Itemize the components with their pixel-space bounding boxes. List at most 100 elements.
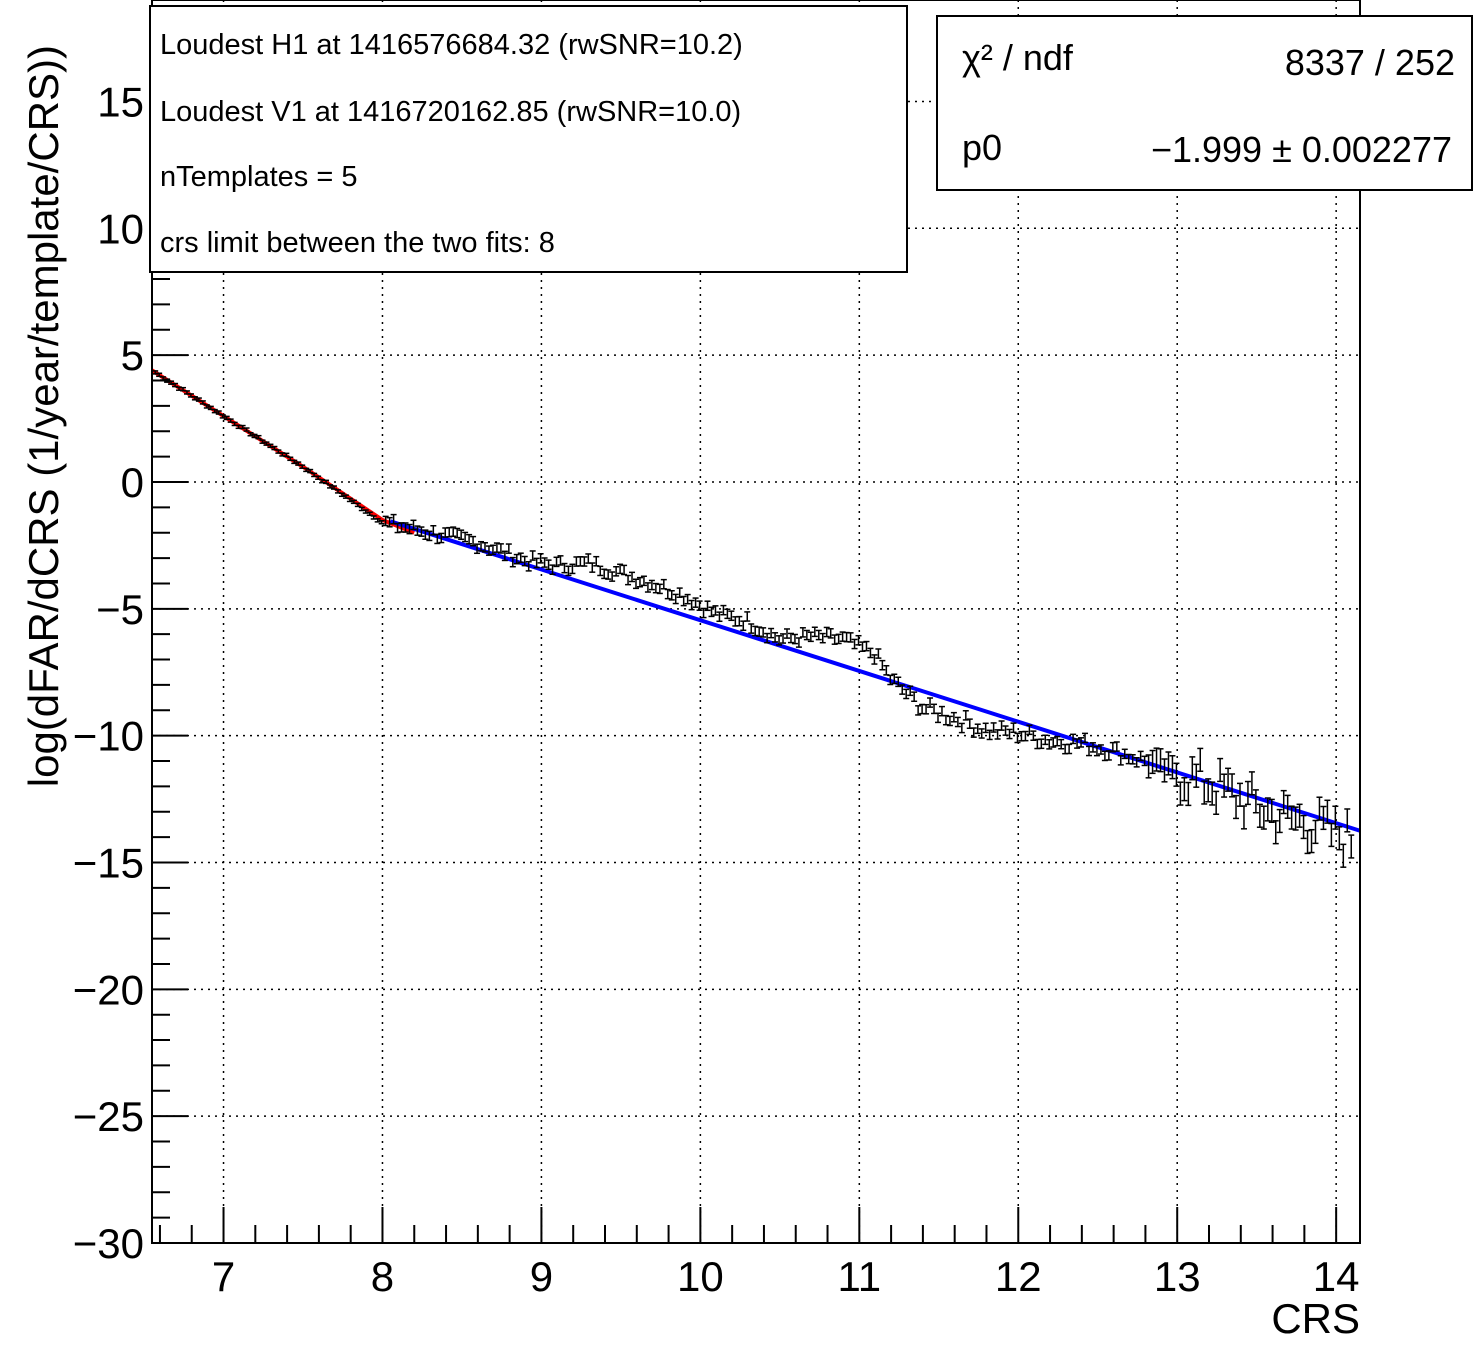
data-point <box>1344 808 1351 833</box>
data-point <box>1205 778 1212 803</box>
data-point <box>764 632 771 644</box>
data-point <box>1288 805 1295 830</box>
data-point <box>1145 754 1152 779</box>
data-point <box>593 555 600 567</box>
data-point <box>493 542 500 553</box>
data-point <box>843 631 850 643</box>
data-point <box>489 544 496 556</box>
data-point <box>1312 819 1319 845</box>
data-point <box>899 684 906 695</box>
data-point <box>629 571 636 583</box>
chi2-label: χ² / ndf <box>962 37 1074 78</box>
data-point <box>597 565 604 577</box>
data-point <box>414 525 421 536</box>
data-point <box>1292 806 1299 831</box>
data-point <box>609 571 616 582</box>
data-point <box>1300 814 1307 840</box>
data-point <box>859 641 866 652</box>
data-point <box>636 576 643 588</box>
data-point <box>362 509 369 514</box>
data-point <box>1050 737 1057 748</box>
data-point <box>323 479 330 485</box>
data-point <box>191 396 198 401</box>
data-point <box>1209 781 1216 806</box>
y-tick-label: −20 <box>73 966 144 1013</box>
data-point <box>708 606 715 618</box>
data-point <box>1046 739 1053 750</box>
data-point <box>1189 756 1196 781</box>
data-point <box>219 414 226 419</box>
data-point <box>656 583 663 595</box>
data-point <box>517 552 524 564</box>
data-point <box>986 729 993 741</box>
data-point <box>1201 780 1208 805</box>
data-point <box>1276 808 1283 834</box>
data-point <box>1264 797 1271 822</box>
data-point <box>1272 820 1279 845</box>
x-tick-label: 9 <box>530 1253 553 1300</box>
data-point <box>799 627 806 638</box>
data-point <box>481 542 488 553</box>
data-point <box>1113 741 1120 752</box>
data-point <box>438 532 445 544</box>
data-point <box>724 608 731 620</box>
data-point <box>247 431 254 437</box>
data-point <box>625 574 632 586</box>
y-tick-label: −15 <box>73 839 144 886</box>
data-point <box>1213 790 1220 815</box>
data-point <box>736 615 743 627</box>
data-point <box>1348 834 1355 859</box>
y-axis-title: log(dFAR/dCRS (1/year/template/CRS)) <box>20 45 67 787</box>
data-point <box>688 599 695 611</box>
data-point <box>692 597 699 608</box>
data-point <box>533 557 540 569</box>
data-point <box>1157 748 1164 773</box>
data-point <box>1320 805 1327 831</box>
data-point <box>783 628 790 639</box>
data-point <box>1185 781 1192 807</box>
data-point <box>891 673 898 685</box>
p0-value: −1.999 ± 0.002277 <box>1151 129 1452 170</box>
data-point <box>509 556 516 568</box>
data-point <box>728 610 735 622</box>
data-point <box>1233 794 1240 820</box>
data-point <box>1030 730 1037 742</box>
data-point <box>923 703 930 715</box>
data-point <box>545 559 552 571</box>
data-point <box>982 722 989 734</box>
data-point <box>589 562 596 573</box>
data-point <box>617 563 624 575</box>
data-point <box>1296 803 1303 828</box>
data-point <box>1129 754 1136 765</box>
info-line-ntemplates: nTemplates = 5 <box>160 161 357 193</box>
data-point <box>446 526 453 538</box>
x-axis-title: CRS <box>1271 1295 1360 1342</box>
data-point <box>1328 822 1335 848</box>
data-point <box>887 674 894 686</box>
data-point <box>680 595 687 607</box>
chi2-value: 8337 / 252 <box>1285 42 1455 83</box>
data-point <box>561 562 568 574</box>
data-point <box>768 627 775 639</box>
data-point <box>700 607 707 619</box>
data-point <box>577 556 584 567</box>
data-point <box>1066 743 1073 755</box>
data-point <box>501 550 508 562</box>
data-point <box>903 688 910 700</box>
y-tick-label: 10 <box>97 205 144 252</box>
data-point <box>585 553 592 564</box>
data-point <box>1161 758 1168 783</box>
data-point <box>1304 829 1311 855</box>
data-point <box>549 564 556 576</box>
data-point <box>303 467 310 473</box>
data-point <box>827 628 834 639</box>
data-point <box>748 623 755 634</box>
data-point <box>787 632 794 644</box>
data-point <box>950 711 957 723</box>
data-point <box>402 522 409 533</box>
y-tick-label: −10 <box>73 713 144 760</box>
data-point <box>640 575 647 587</box>
data-point <box>684 593 691 605</box>
data-point <box>1101 750 1108 762</box>
data-point <box>215 410 222 415</box>
